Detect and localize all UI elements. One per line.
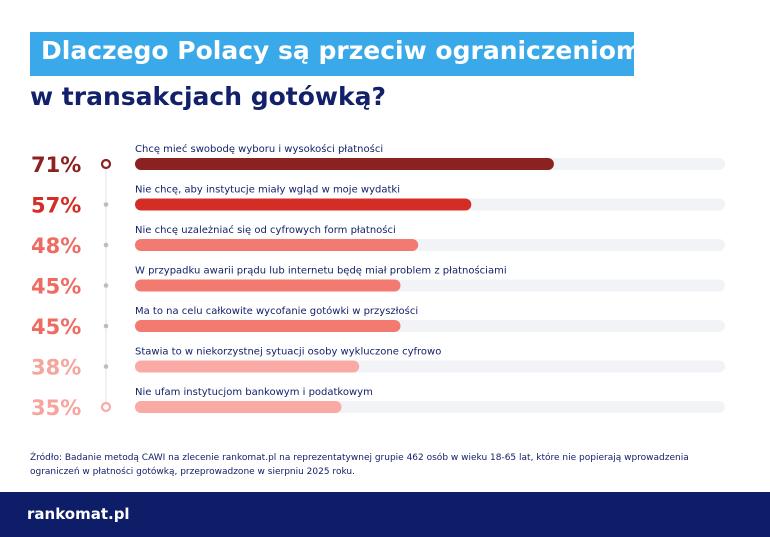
marker-dot-icon <box>103 323 109 329</box>
title-highlight-box <box>30 32 634 76</box>
value-label: 45% <box>31 275 81 299</box>
value-label: 48% <box>31 234 81 258</box>
footer-bar <box>0 492 770 537</box>
title-line-2: w transakcjach gotówką? <box>30 82 386 111</box>
marker-ring-icon <box>100 158 112 170</box>
marker-dot-icon <box>103 283 109 288</box>
rankomat-logo: rankomat.pl <box>27 505 130 523</box>
bar <box>135 158 554 170</box>
bar <box>135 360 360 373</box>
bar <box>135 279 401 292</box>
marker-dot-icon <box>103 202 109 207</box>
marker-ring-icon <box>100 401 112 413</box>
bar <box>135 320 401 332</box>
bar <box>135 239 419 251</box>
bar <box>135 198 472 211</box>
category-label: W przypadku awarii prądu lub internetu b… <box>135 265 507 277</box>
value-label: 45% <box>31 315 81 339</box>
category-label: Nie ufam instytucjom bankowym i podatkow… <box>135 387 373 398</box>
category-label: Nie chcę, aby instytucje miały wgląd w m… <box>135 185 400 196</box>
category-label: Chcę mieć swobodę wyboru i wysokości pła… <box>135 143 383 155</box>
category-label: Nie chcę uzależniać się od cyfrowych for… <box>135 224 396 236</box>
category-label: Ma to na celu całkowite wycofanie gotówk… <box>135 305 418 317</box>
value-label: 71% <box>31 153 81 177</box>
marker-dot-icon <box>103 242 109 248</box>
value-label: 57% <box>31 194 81 218</box>
source-note: Źródło: Badanie metodą CAWI na zlecenie … <box>30 453 689 477</box>
title-line-1: Dlaczego Polacy są przeciw ograniczeniom <box>41 36 642 65</box>
bar <box>135 401 342 413</box>
value-label: 38% <box>31 356 81 380</box>
value-label: 35% <box>31 396 81 420</box>
category-label: Stawia to w niekorzystnej sytuacji osoby… <box>135 347 441 358</box>
marker-dot-icon <box>103 364 109 369</box>
horizontal-bar-chart: Chcę mieć swobodę wyboru i wysokości pła… <box>31 143 725 420</box>
